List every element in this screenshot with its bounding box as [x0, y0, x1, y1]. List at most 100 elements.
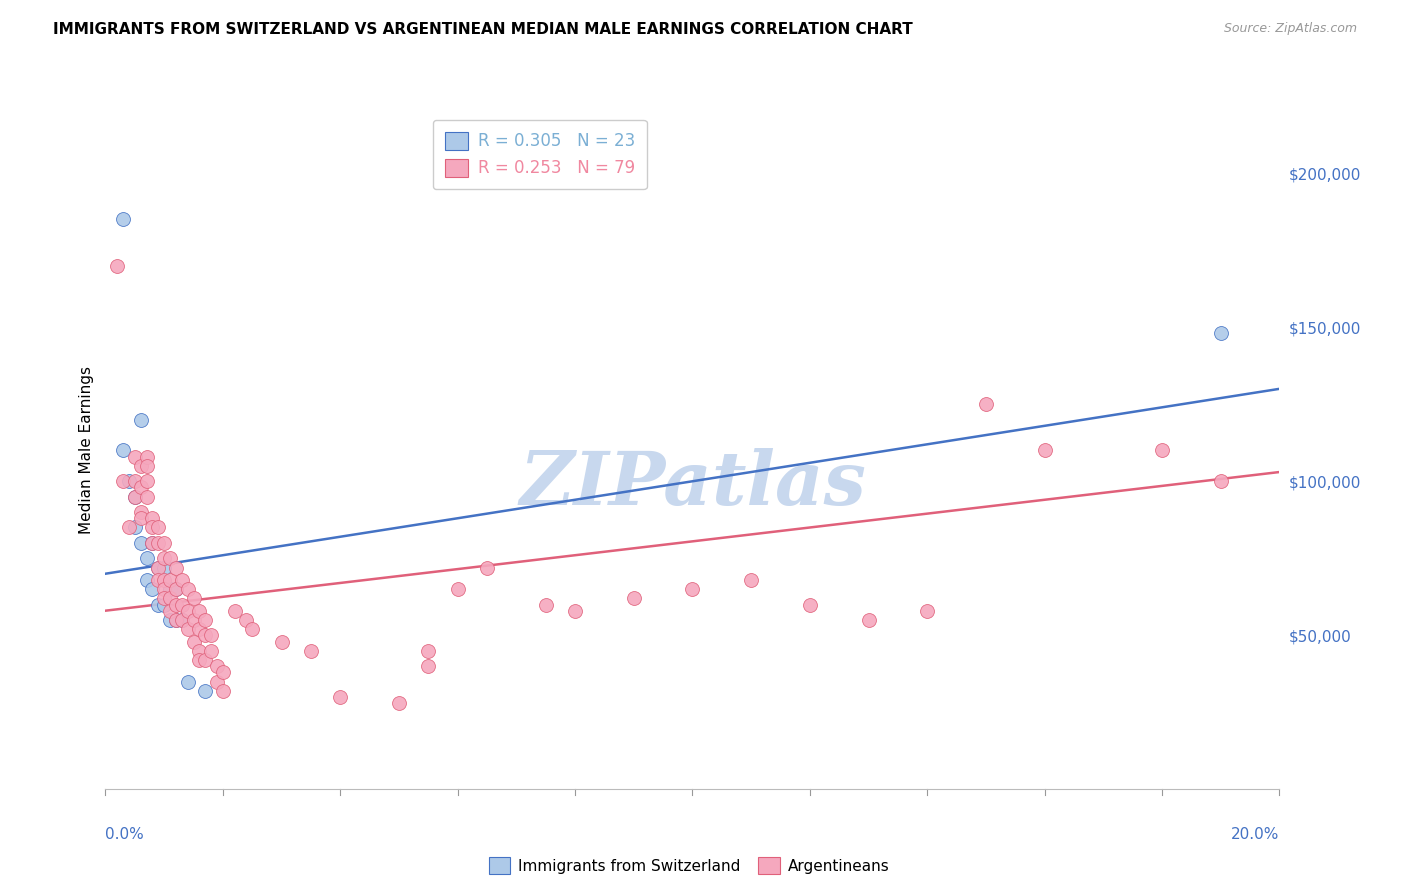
Point — [148, 520, 170, 534]
Point — [148, 560, 170, 574]
Point — [153, 536, 176, 550]
Point — [211, 683, 233, 698]
Text: IMMIGRANTS FROM SWITZERLAND VS ARGENTINEAN MEDIAN MALE EARNINGS CORRELATION CHAR: IMMIGRANTS FROM SWITZERLAND VS ARGENTINE… — [53, 22, 912, 37]
Point — [159, 604, 181, 618]
Point — [224, 604, 246, 618]
Point — [153, 598, 176, 612]
Text: Source: ZipAtlas.com: Source: ZipAtlas.com — [1223, 22, 1357, 36]
Point — [148, 560, 170, 574]
Point — [124, 475, 146, 489]
Point — [623, 591, 645, 606]
Y-axis label: Median Male Earnings: Median Male Earnings — [79, 367, 94, 534]
Point — [211, 665, 233, 680]
Point — [194, 628, 217, 642]
Point — [105, 259, 128, 273]
Point — [141, 536, 163, 550]
Point — [165, 613, 187, 627]
Point — [118, 475, 141, 489]
Point — [200, 628, 222, 642]
Point — [124, 490, 146, 504]
Point — [170, 598, 193, 612]
Point — [740, 573, 762, 587]
Point — [153, 591, 176, 606]
Point — [135, 450, 157, 464]
Point — [1209, 475, 1232, 489]
Point — [917, 604, 939, 618]
Point — [299, 644, 322, 658]
Point — [183, 591, 205, 606]
Point — [129, 458, 152, 473]
Point — [129, 511, 152, 525]
Point — [475, 560, 498, 574]
Point — [170, 573, 193, 587]
Point — [153, 573, 176, 587]
Point — [129, 480, 152, 494]
Point — [188, 653, 211, 667]
Point — [153, 560, 176, 574]
Point — [1209, 326, 1232, 341]
Point — [141, 536, 163, 550]
Point — [129, 505, 152, 519]
Legend: R = 0.305   N = 23, R = 0.253   N = 79: R = 0.305 N = 23, R = 0.253 N = 79 — [433, 120, 647, 189]
Point — [534, 598, 557, 612]
Point — [148, 536, 170, 550]
Point — [188, 644, 211, 658]
Point — [135, 458, 157, 473]
Point — [135, 551, 157, 566]
Text: 20.0%: 20.0% — [1232, 827, 1279, 842]
Point — [194, 653, 217, 667]
Point — [159, 582, 181, 596]
Point — [564, 604, 586, 618]
Point — [159, 551, 181, 566]
Point — [153, 582, 176, 596]
Point — [235, 613, 257, 627]
Point — [141, 511, 163, 525]
Point — [112, 212, 135, 227]
Point — [176, 582, 198, 596]
Point — [148, 598, 170, 612]
Point — [165, 598, 187, 612]
Point — [858, 613, 880, 627]
Point — [176, 604, 198, 618]
Point — [270, 634, 292, 648]
Point — [188, 604, 211, 618]
Point — [159, 613, 181, 627]
Point — [194, 683, 217, 698]
Point — [799, 598, 821, 612]
Point — [205, 659, 228, 673]
Point — [388, 696, 411, 710]
Point — [1150, 443, 1173, 458]
Point — [165, 582, 187, 596]
Point — [183, 613, 205, 627]
Point — [1033, 443, 1056, 458]
Point — [682, 582, 704, 596]
Point — [170, 613, 193, 627]
Point — [176, 674, 198, 689]
Point — [205, 674, 228, 689]
Point — [124, 450, 146, 464]
Text: 0.0%: 0.0% — [105, 827, 145, 842]
Point — [240, 622, 263, 636]
Point — [135, 573, 157, 587]
Point — [124, 490, 146, 504]
Text: ZIPatlas: ZIPatlas — [519, 448, 866, 521]
Point — [165, 613, 187, 627]
Point — [135, 490, 157, 504]
Point — [176, 622, 198, 636]
Point — [141, 520, 163, 534]
Legend: Immigrants from Switzerland, Argentineans: Immigrants from Switzerland, Argentinean… — [482, 851, 896, 880]
Point — [200, 644, 222, 658]
Point — [188, 622, 211, 636]
Point — [118, 520, 141, 534]
Point — [183, 634, 205, 648]
Point — [170, 613, 193, 627]
Point — [329, 690, 352, 704]
Point — [141, 582, 163, 596]
Point — [418, 659, 440, 673]
Point — [112, 443, 135, 458]
Point — [194, 613, 217, 627]
Point — [418, 644, 440, 658]
Point — [129, 536, 152, 550]
Point — [148, 573, 170, 587]
Point — [153, 551, 176, 566]
